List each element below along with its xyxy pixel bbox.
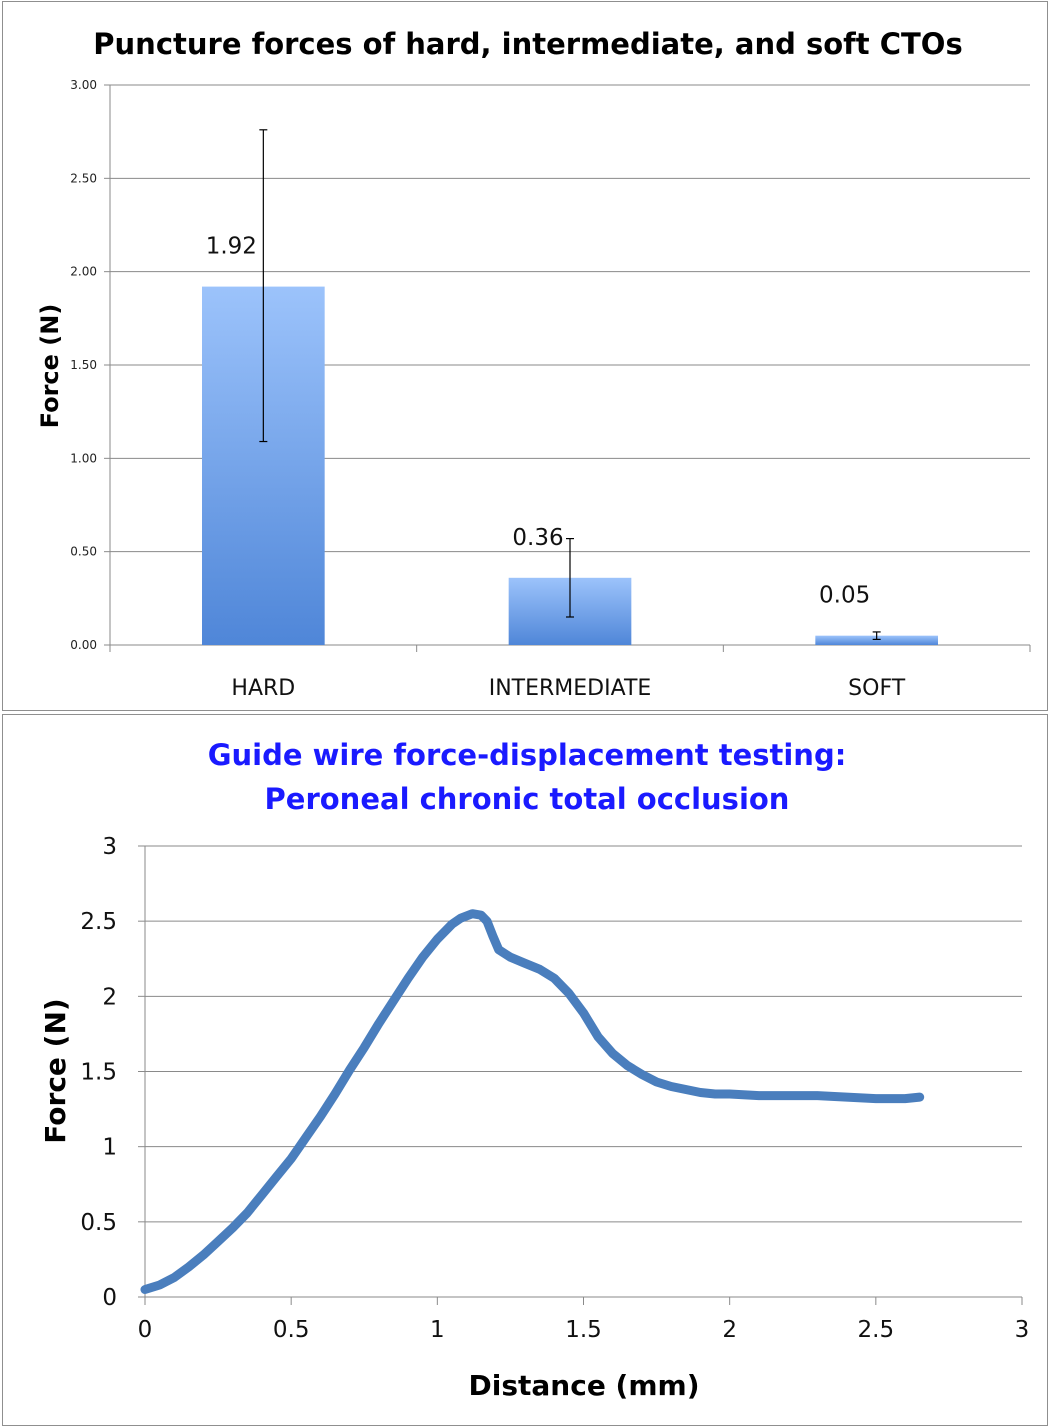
data-label-soft: 0.05 [819,583,870,609]
bar-chart-panel: Puncture forces of hard, intermediate, a… [2,1,1048,711]
bar-chart: Puncture forces of hard, intermediate, a… [36,27,1031,701]
data-label-intermediate: 0.36 [512,525,563,551]
line-chart-y-tick-label: 1.5 [80,1060,117,1086]
line-chart-y-tick-label: 0.5 [80,1210,117,1236]
bar-chart-y-tick-label: 1.50 [70,358,97,372]
line-chart-x-tick-label: 2.5 [858,1317,895,1343]
line-chart-title-line-2: Peroneal chronic total occlusion [265,782,790,816]
bar-chart-title: Puncture forces of hard, intermediate, a… [93,27,962,61]
line-chart: Guide wire force-displacement testing: P… [39,738,1030,1402]
line-chart-x-tick-label: 2 [722,1317,737,1343]
data-label-hard: 1.92 [206,234,257,260]
line-chart-x-axis-title: Distance (mm) [469,1369,700,1402]
bar-chart-y-tick-label: 0.50 [70,545,97,559]
bar-chart-y-tick-label: 2.50 [70,171,97,185]
bar-chart-y-tick-label: 3.00 [70,78,97,92]
line-chart-y-tick-label: 2 [102,984,117,1010]
bar-chart-y-tick-label: 2.00 [70,265,97,279]
bar-chart-y-tick-label: 1.00 [70,451,97,465]
line-chart-x-tick-label: 1 [430,1317,445,1343]
line-chart-panel: Guide wire force-displacement testing: P… [2,714,1048,1426]
line-chart-x-tick-label: 1.5 [565,1317,602,1343]
line-chart-y-tick-label: 0 [102,1285,117,1311]
bar-soft [815,635,938,645]
line-chart-y-axis-title: Force (N) [39,998,72,1143]
force-displacement-curve [140,909,925,1294]
bar-chart-y-axis-title: Force (N) [36,304,64,429]
line-chart-x-tick-label: 0 [138,1317,153,1343]
line-chart-x-tick-label: 0.5 [273,1317,310,1343]
bar-chart-y-tick-label: 0.00 [70,638,97,652]
category-label-hard: HARD [231,676,295,701]
line-chart-y-tick-label: 3 [102,834,117,860]
category-label-intermediate: INTERMEDIATE [489,676,652,701]
line-chart-y-tick-label: 2.5 [80,909,117,935]
line-chart-title-line-1: Guide wire force-displacement testing: [208,738,847,772]
category-label-soft: SOFT [848,676,906,701]
line-chart-y-tick-label: 1 [102,1135,117,1161]
line-chart-x-tick-label: 3 [1015,1317,1030,1343]
